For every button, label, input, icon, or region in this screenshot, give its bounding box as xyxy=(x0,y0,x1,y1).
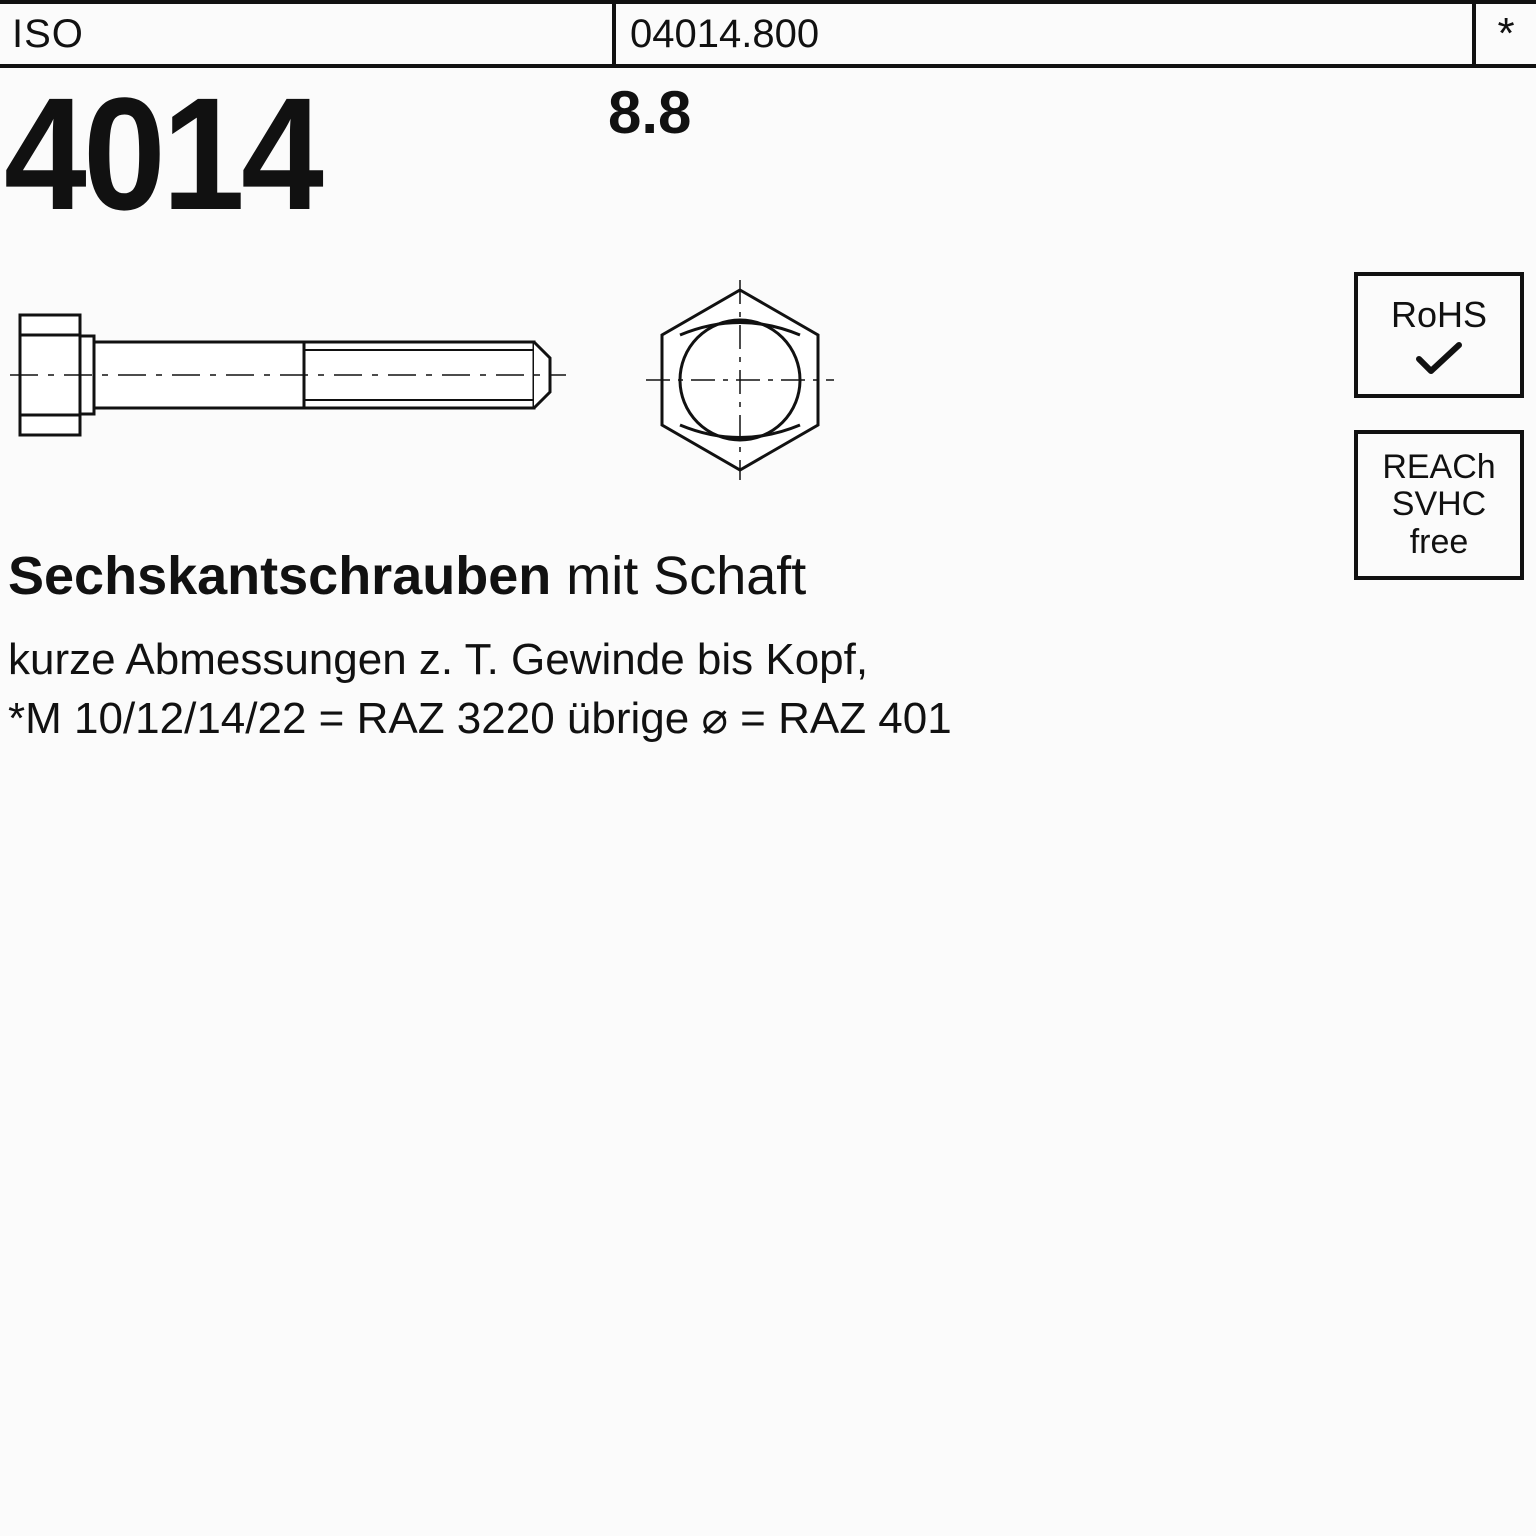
header-code: 04014.800 xyxy=(616,4,1472,64)
title-rest: mit Schaft xyxy=(551,546,806,606)
header-standard: ISO xyxy=(0,4,616,64)
product-description: kurze Abmessungen z. T. Gewinde bis Kopf… xyxy=(8,630,952,749)
rohs-label: RoHS xyxy=(1391,295,1487,335)
datasheet-page: ISO 04014.800 * 4014 8.8 xyxy=(0,0,1536,1536)
bolt-front-view-icon xyxy=(640,280,840,480)
bolt-side-view-icon xyxy=(10,280,570,480)
reach-badge: REACh SVHC free xyxy=(1354,430,1524,580)
header-row: ISO 04014.800 * xyxy=(0,0,1536,68)
reach-line-2: SVHC xyxy=(1392,486,1486,523)
header-asterisk: * xyxy=(1472,4,1536,64)
product-title: Sechskantschrauben mit Schaft xyxy=(8,545,806,607)
desc-line-2: *M 10/12/14/22 = RAZ 3220 übrige ⌀ = RAZ… xyxy=(8,689,952,748)
reach-line-1: REACh xyxy=(1382,449,1495,486)
rohs-badge: RoHS xyxy=(1354,272,1524,398)
standard-number: 4014 xyxy=(4,62,320,246)
strength-grade: 8.8 xyxy=(608,78,691,147)
title-bold: Sechskantschrauben xyxy=(8,546,551,606)
reach-line-3: free xyxy=(1410,524,1469,561)
check-icon xyxy=(1415,341,1463,375)
desc-line-1: kurze Abmessungen z. T. Gewinde bis Kopf… xyxy=(8,630,952,689)
